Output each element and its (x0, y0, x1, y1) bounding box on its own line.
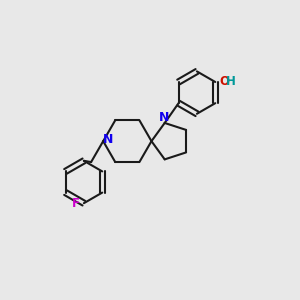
Text: H: H (226, 76, 236, 88)
Text: F: F (72, 197, 80, 210)
Text: N: N (159, 112, 169, 124)
Text: N: N (103, 134, 114, 146)
Text: O: O (219, 76, 229, 88)
